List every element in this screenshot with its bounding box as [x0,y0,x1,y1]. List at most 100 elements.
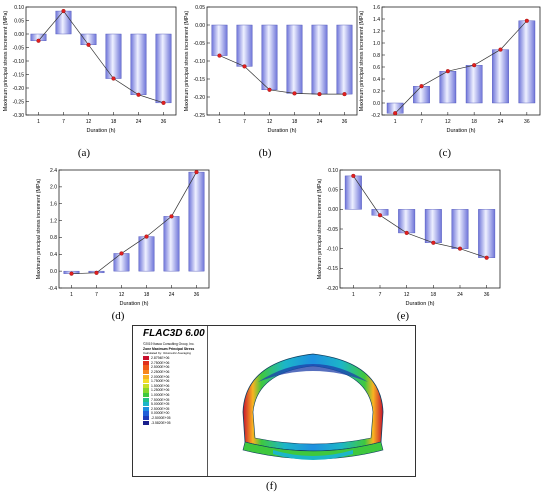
y-tick-label: 1.6 [373,5,380,11]
x-tick-label: 7 [379,292,382,298]
legend-entry: 2.8794E+06 [143,356,171,361]
panel-label: (a) [78,147,91,159]
legend-swatch [143,392,149,398]
data-point [242,64,247,69]
x-tick-label: 12 [267,119,273,125]
data-point [524,18,529,23]
y-tick-label: 1.2 [373,29,380,35]
data-point [342,92,347,97]
data-point [472,63,477,68]
x-tick-label: 12 [445,119,451,125]
y-tick-label: -0.15 [13,72,25,78]
data-point [267,87,272,92]
x-tick-label: 24 [136,119,142,125]
legend-label: 2.5000E+05 [151,406,170,411]
bar [55,10,72,35]
bar [105,33,122,79]
x-tick-label: 36 [342,119,348,125]
x-tick-label: 24 [169,292,175,298]
y-tick-label: -0.05 [327,227,339,233]
legend-swatch [143,388,149,393]
x-tick-label: 12 [404,292,410,298]
y-tick-label: 1.6 [50,202,57,208]
y-tick-label: 0.10 [14,5,24,11]
x-axis-title: Duration (h) [86,128,115,134]
data-point [169,214,174,219]
contour-legend: 2.8794E+06 2.7500E+06 2.5000E+06 2.2500E+06… [143,356,171,425]
y-tick-label: 2.4 [50,168,57,174]
legend-entry: 2.0000E+06 [143,374,171,379]
legend-swatch [143,360,149,365]
y-tick-label: 0.0 [50,269,57,275]
bar [130,33,147,95]
x-tick-label: 36 [161,119,167,125]
y-tick-label: -0.4 [48,286,57,292]
panel-label-f: (f) [266,480,277,492]
legend-label: 2.8794E+06 [151,356,170,361]
legend-label: -3.5820E+05 [151,420,171,425]
data-point [94,270,99,275]
y-axis-title: Maximum principal stress increment (MPa) [317,179,323,280]
y-axis-title: Maximum principal stress increment (MPa) [36,179,42,280]
data-point [144,234,149,239]
plot-frame [339,169,501,289]
plot-frame [206,6,358,116]
x-tick-label: 36 [524,119,530,125]
data-point [445,69,450,74]
data-point [457,246,463,251]
data-point [292,91,297,96]
x-tick-label: 18 [431,292,437,298]
bar [286,24,303,94]
y-tick-label: 1.0 [373,41,380,47]
panel-label: (d) [112,310,125,322]
x-axis-title: Duration (h) [267,128,296,134]
bar [188,171,205,272]
legend-entry: -2.5000E+05 [143,416,171,421]
y-tick-label: -0.15 [194,77,206,83]
legend-label: 1.2500E+06 [151,388,170,393]
y-tick-label: 0.05 [195,5,205,11]
x-tick-label: 36 [484,292,490,298]
y-axis-title: Maximum principal stress increment (MPa) [3,11,9,112]
flac-copyright: ©2019 Itasca Consulting Group, Inc. [143,342,195,346]
x-tick-label: 1 [352,292,355,298]
y-tick-label: 0.4 [50,252,57,258]
legend-entry: 1.7500E+06 [143,379,171,384]
bar [138,236,155,272]
trend-line [38,10,164,104]
legend-label: 2.2500E+06 [151,369,170,374]
x-tick-label: 18 [292,119,298,125]
panel-label: (c) [439,147,452,159]
legend-swatch [143,383,149,388]
bar [518,20,536,104]
y-tick-label: -0.05 [13,45,25,51]
y-tick-label: 0.8 [50,235,57,241]
legend-swatch [143,365,149,370]
trend-line [394,20,528,114]
x-tick-label: 24 [457,292,463,298]
bar [211,24,228,56]
bar [113,253,130,272]
data-point [161,100,166,105]
trend-line [71,171,197,275]
legend-entry: 2.7500E+06 [143,361,171,366]
data-point [351,173,356,178]
panel-label: (e) [397,310,410,322]
bar [478,209,496,258]
y-tick-label: 0.6 [373,65,380,71]
legend-entry: 2.5000E+05 [143,407,171,412]
data-point [119,251,124,256]
y-tick-label: 0.8 [373,53,380,59]
legend-entry: 2.5000E+06 [143,365,171,370]
data-point [393,111,398,116]
data-point [217,53,222,58]
y-tick-label: 1.4 [373,17,380,23]
legend-entry: 1.2500E+06 [143,388,171,393]
legend-label: 1.0000E+06 [151,392,170,397]
bar [465,64,483,104]
y-tick-label: 0.00 [195,23,205,29]
legend-swatch [143,379,149,384]
legend-entry: -3.5820E+05 [143,420,171,425]
data-point [111,76,116,81]
